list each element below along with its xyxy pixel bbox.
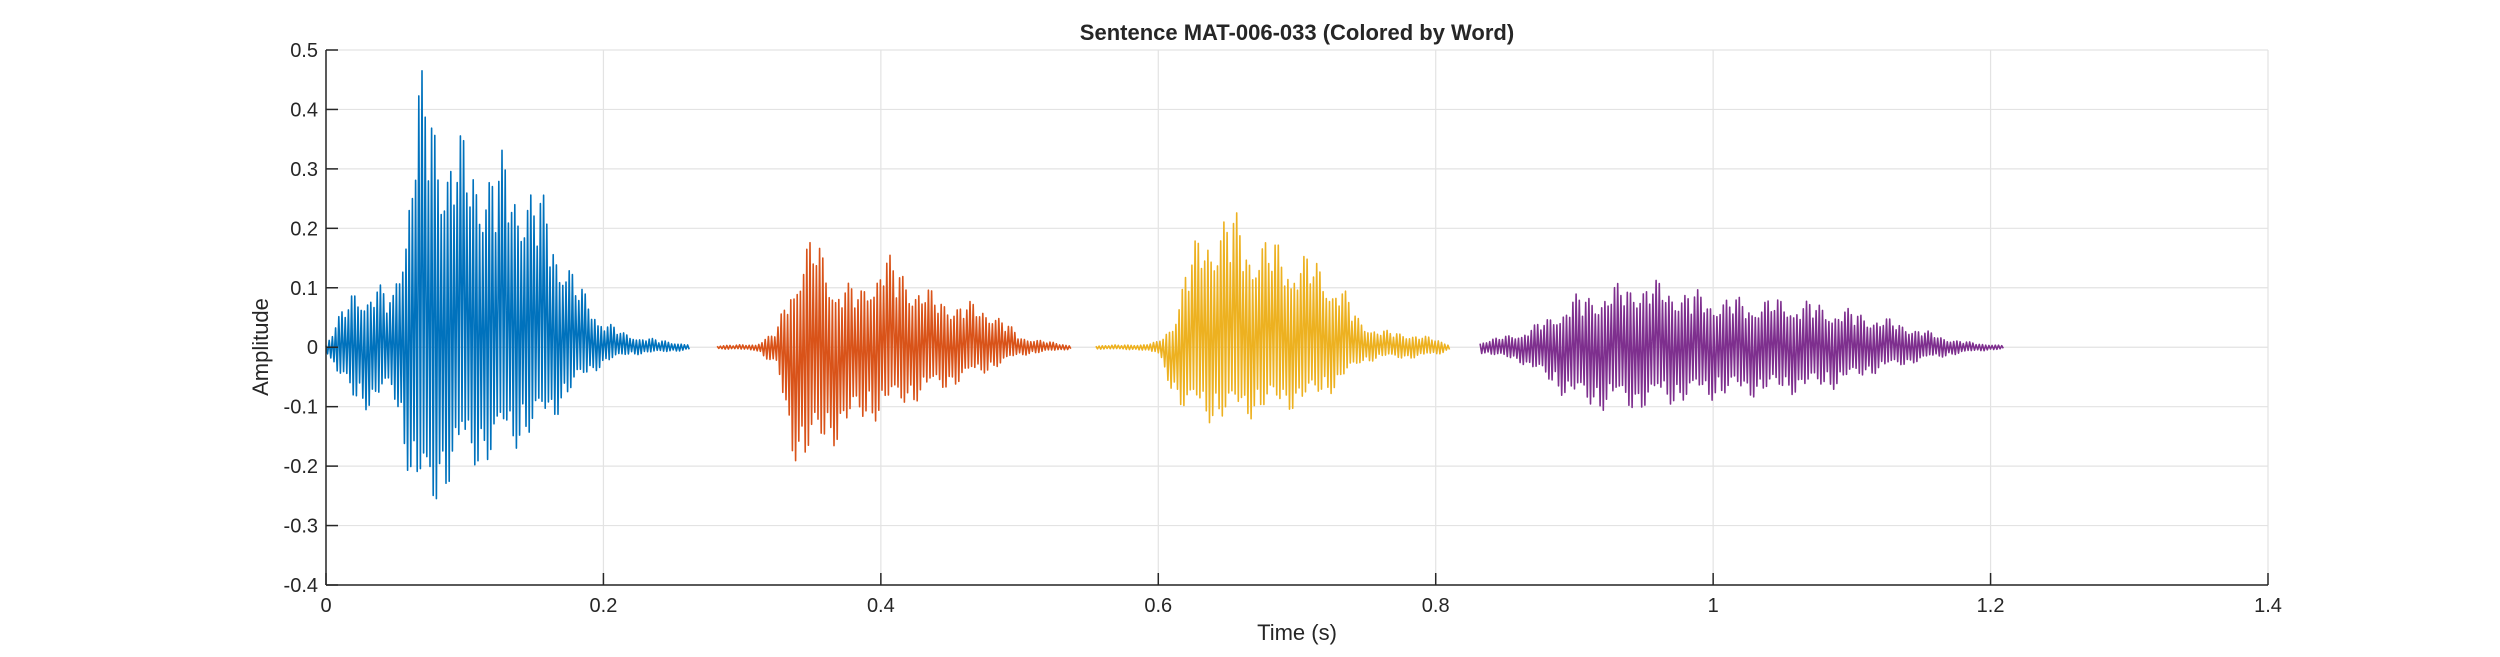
waveform-series-1: [325, 70, 690, 500]
tick-labels: 0 0.2 0.4 0.6 0.8 1 1.2 1.4 -0.4 -0.3 -0.2 -0.1 0 0.1…: [284, 40, 2282, 617]
x-tick-label: 0.2: [590, 595, 618, 617]
waveform-series-4: [1479, 279, 2004, 412]
y-tick-label: 0.5: [290, 40, 318, 62]
y-tick-label: 0.1: [290, 278, 318, 300]
x-tick-label: 0: [320, 595, 331, 617]
x-tick-label: 0.4: [867, 595, 895, 617]
series-layer: [325, 70, 2004, 500]
y-tick-label: -0.2: [284, 456, 318, 478]
x-tick-label: 0.6: [1144, 595, 1172, 617]
y-tick-label: 0.3: [290, 159, 318, 181]
y-axis-label: Amplitude: [248, 298, 273, 396]
x-tick-label: 0.8: [1422, 595, 1450, 617]
x-axis-label: Time (s): [1257, 620, 1337, 645]
x-tick-label: 1.2: [1977, 595, 2005, 617]
y-tick-label: -0.4: [284, 575, 318, 597]
y-tick-label: 0.2: [290, 218, 318, 240]
axes: [325, 49, 2269, 586]
waveform-series-3: [1095, 212, 1451, 424]
y-tick-label: -0.3: [284, 516, 318, 538]
y-tick-label: 0.4: [290, 99, 318, 121]
waveform-series-2: [716, 241, 1072, 462]
chart-title: Sentence MAT-006-033 (Colored by Word): [1080, 20, 1514, 45]
x-tick-label: 1.4: [2254, 595, 2282, 617]
y-tick-label: -0.1: [284, 397, 318, 419]
x-tick-label: 1: [1708, 595, 1719, 617]
y-tick-label: 0: [307, 337, 318, 359]
